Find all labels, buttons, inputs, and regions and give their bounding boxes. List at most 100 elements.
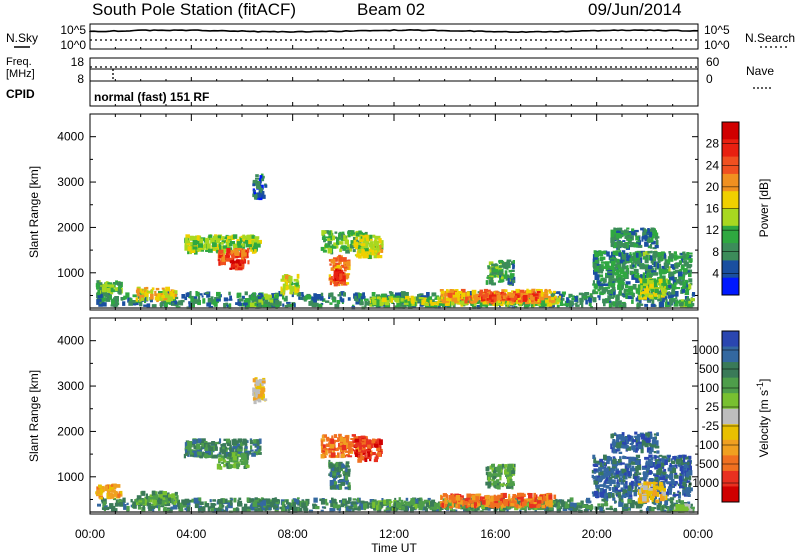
data-cell — [333, 472, 337, 476]
data-cell — [341, 445, 347, 451]
data-cell — [118, 289, 122, 295]
data-cell — [646, 279, 649, 282]
data-cell — [154, 290, 157, 296]
data-cell — [190, 241, 195, 246]
data-cell — [492, 301, 497, 306]
data-cell — [378, 449, 381, 455]
data-cell — [165, 286, 170, 292]
data-cell — [327, 238, 331, 241]
data-cell — [190, 297, 194, 304]
data-cell — [138, 500, 143, 503]
data-cell — [265, 294, 270, 300]
data-cell — [413, 503, 418, 510]
data-cell — [652, 251, 658, 257]
data-cell — [359, 445, 362, 450]
data-cell — [389, 501, 393, 504]
data-cell — [143, 293, 146, 297]
data-cell — [560, 294, 564, 298]
data-cell — [197, 296, 201, 302]
data-cell — [393, 502, 396, 509]
data-cell — [210, 506, 215, 509]
data-cell — [503, 499, 509, 504]
data-cell — [255, 177, 260, 180]
data-cell — [488, 261, 494, 266]
data-cell — [588, 301, 592, 307]
data-cell — [200, 507, 203, 511]
data-cell — [190, 301, 195, 306]
data-cell — [251, 244, 255, 247]
data-cell — [407, 502, 411, 507]
data-cell — [181, 294, 186, 299]
data-cell — [196, 235, 200, 240]
data-cell — [107, 292, 112, 297]
data-cell — [669, 276, 674, 281]
data-cell — [134, 300, 140, 303]
data-cell — [251, 235, 256, 239]
data-cell — [222, 253, 225, 258]
data-cell — [184, 508, 187, 511]
data-cell — [226, 304, 230, 308]
data-cell — [458, 294, 462, 299]
data-cell — [151, 506, 156, 509]
data-cell — [626, 227, 630, 230]
data-cell — [154, 296, 160, 301]
data-cell — [378, 238, 382, 244]
data-cell — [483, 288, 488, 293]
data-cell — [426, 292, 429, 298]
data-cell — [519, 509, 522, 513]
data-cell — [225, 238, 229, 243]
data-cell — [213, 454, 218, 459]
data-cell — [560, 506, 563, 510]
data-cell — [254, 498, 259, 502]
data-cell — [432, 302, 437, 306]
data-cell — [336, 462, 341, 468]
data-cell — [216, 298, 221, 302]
data-cell — [507, 281, 513, 285]
data-cell — [634, 274, 639, 278]
data-cell — [313, 293, 317, 299]
data-cell — [335, 439, 340, 443]
data-cell — [110, 505, 116, 512]
data-cell — [644, 257, 649, 264]
data-cell — [605, 507, 611, 510]
data-cell — [659, 281, 662, 287]
data-cell — [210, 296, 214, 302]
data-cell — [243, 249, 248, 254]
data-cell — [232, 452, 238, 458]
data-cell — [524, 506, 527, 513]
data-cell — [296, 273, 300, 279]
data-cell — [495, 496, 500, 501]
data-cell — [329, 507, 334, 513]
data-cell — [645, 270, 648, 275]
data-cell — [378, 451, 382, 457]
data-cell — [258, 438, 262, 444]
data-cell — [343, 234, 346, 241]
data-cell — [621, 250, 626, 255]
data-cell — [636, 253, 642, 258]
data-cell — [457, 290, 463, 295]
data-cell — [346, 500, 350, 505]
colorbar-tick-label: 12 — [706, 223, 720, 237]
data-cell — [143, 304, 149, 307]
data-cell — [556, 297, 561, 302]
data-cell — [599, 265, 603, 271]
data-cell — [561, 297, 565, 301]
data-cell — [151, 287, 155, 290]
data-cell — [465, 296, 469, 301]
data-cell — [680, 299, 684, 304]
data-cell — [248, 295, 253, 298]
data-cell — [373, 254, 378, 259]
data-cell — [345, 461, 350, 464]
data-cell — [537, 296, 540, 303]
data-cell — [618, 304, 624, 308]
data-cell — [516, 299, 519, 305]
data-cell — [232, 250, 235, 255]
data-cell — [347, 441, 353, 445]
data-cell — [375, 454, 379, 458]
data-cell — [600, 270, 604, 274]
data-cell — [253, 400, 257, 405]
data-cell — [325, 300, 330, 303]
data-cell — [657, 502, 662, 506]
data-cell — [686, 270, 690, 273]
data-cell — [375, 245, 378, 252]
